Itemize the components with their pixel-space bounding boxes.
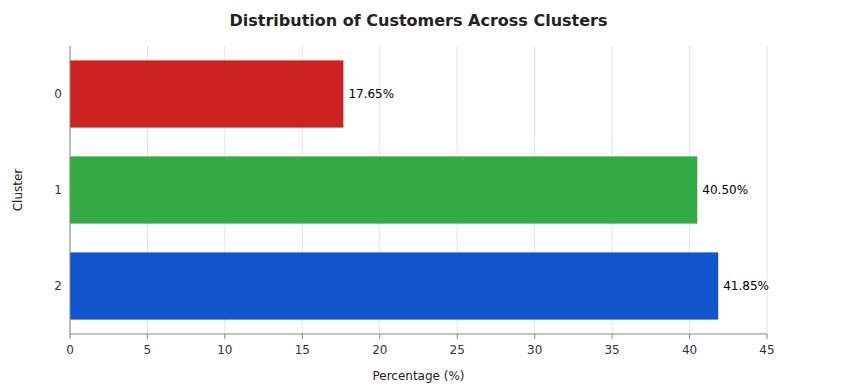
tick-mark [689, 334, 690, 339]
tick-label: 5 [144, 343, 152, 357]
tick-label: 30 [527, 343, 542, 357]
x-ticks: 0 5 10 15 20 25 30 35 40 45 [66, 334, 774, 357]
x-axis-line [70, 334, 767, 335]
tick-mark [534, 334, 535, 339]
tick-mark [302, 334, 303, 339]
y-ticks: 2 1 0 [54, 87, 62, 293]
chart-container: 05101520253035404521041.85%40.50%17.65%D… [0, 0, 842, 392]
bars [70, 60, 718, 319]
tick-mark [70, 334, 71, 339]
tick-mark [457, 334, 458, 339]
category-label: 0 [54, 87, 62, 101]
bar [70, 252, 718, 319]
category-label: 1 [54, 183, 62, 197]
data-label: 17.65% [348, 87, 394, 101]
tick-label: 20 [372, 343, 387, 357]
data-label: 41.85% [723, 279, 769, 293]
category-label: 2 [54, 279, 62, 293]
grid-line [70, 46, 71, 334]
tick-label: 45 [759, 343, 774, 357]
tick-label: 10 [217, 343, 232, 357]
tick-mark [224, 334, 225, 339]
tick-label: 15 [295, 343, 310, 357]
data-labels: 41.85% 40.50% 17.65% [348, 87, 769, 293]
chart-title: Distribution of Customers Across Cluster… [230, 11, 608, 30]
tick-label: 0 [66, 343, 74, 357]
bar [70, 156, 697, 223]
tick-mark [379, 334, 380, 339]
y-axis-line [70, 46, 71, 334]
tick-mark [767, 334, 768, 339]
x-axis-label: Percentage (%) [372, 369, 464, 383]
data-label: 40.50% [702, 183, 748, 197]
tick-label: 25 [450, 343, 465, 357]
tick-mark [612, 334, 613, 339]
tick-mark [147, 334, 148, 339]
grid [70, 46, 767, 334]
bar [70, 60, 343, 127]
y-axis-label: Cluster [11, 169, 25, 212]
chart-svg: 05101520253035404521041.85%40.50%17.65%D… [0, 0, 842, 392]
tick-label: 40 [682, 343, 697, 357]
tick-label: 35 [604, 343, 619, 357]
